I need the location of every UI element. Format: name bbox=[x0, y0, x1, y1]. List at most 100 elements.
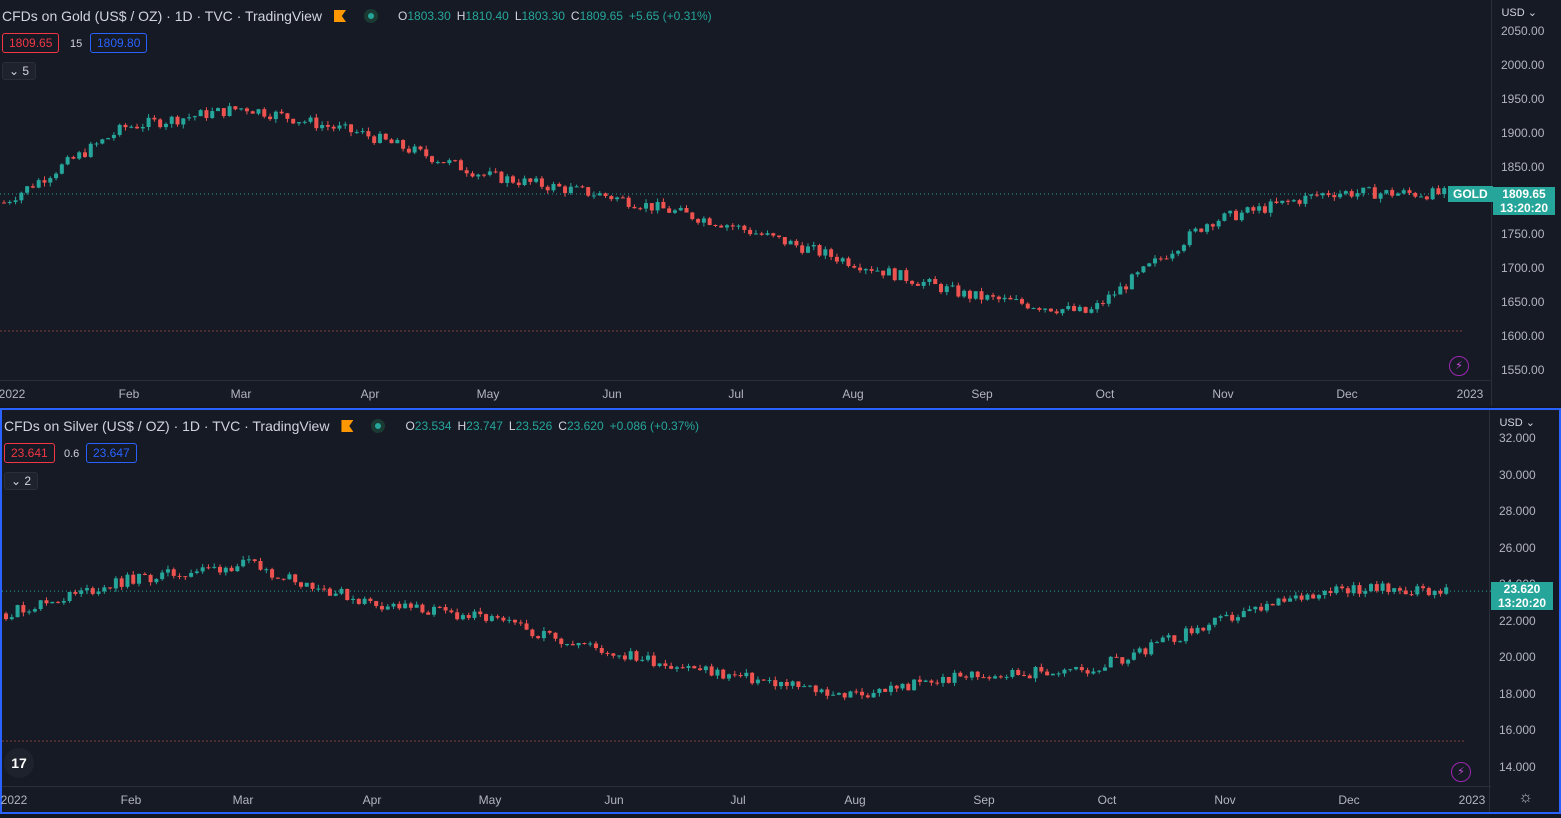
candle-body bbox=[765, 233, 770, 235]
time-label: Jul bbox=[728, 387, 744, 401]
candle-body bbox=[1043, 308, 1048, 310]
candle-body bbox=[71, 157, 76, 159]
candle-body bbox=[281, 578, 286, 580]
candle-body bbox=[482, 174, 487, 176]
candle-body bbox=[823, 249, 828, 256]
candle-body bbox=[929, 680, 934, 683]
candle-body bbox=[1413, 192, 1418, 197]
candle-body bbox=[333, 593, 338, 596]
candle-body bbox=[1409, 594, 1414, 596]
candle-body bbox=[1039, 667, 1044, 672]
candle-body bbox=[38, 600, 43, 610]
gold-chart-pane[interactable]: CFDs on Gold (US$ / OZ) · 1D · TVC · Tra… bbox=[0, 0, 1561, 406]
silver-time-axis[interactable]: 2022 Feb Mar Apr May Jun Jul Aug Sep Oct… bbox=[1, 786, 1491, 812]
candle-body bbox=[684, 207, 689, 213]
candle-body bbox=[44, 600, 49, 604]
price-tick-label: 1550.00 bbox=[1501, 363, 1545, 377]
candle-body bbox=[1386, 583, 1391, 592]
candle-body bbox=[322, 588, 327, 590]
candle-body bbox=[264, 569, 269, 571]
candle-body bbox=[194, 571, 199, 573]
gold-sell-button[interactable]: 1809.65 bbox=[2, 33, 60, 53]
silver-buy-button[interactable]: 23.647 bbox=[86, 443, 137, 463]
candle-body bbox=[79, 590, 84, 594]
candle-body bbox=[586, 187, 591, 196]
candle-body bbox=[557, 183, 562, 187]
candle-body bbox=[501, 617, 506, 621]
candle-body bbox=[1286, 200, 1291, 202]
silver-symbol-title[interactable]: CFDs on Silver (US$ / OZ) · 1D · TVC · T… bbox=[4, 418, 330, 434]
silver-candlestick-plot[interactable] bbox=[2, 410, 1491, 786]
candle-body bbox=[634, 651, 639, 661]
candle-body bbox=[975, 671, 980, 678]
gold-indicators-toggle[interactable]: ⌄ 5 bbox=[2, 62, 37, 80]
candle-body bbox=[545, 186, 550, 191]
candle-body bbox=[1233, 210, 1238, 221]
gold-time-axis[interactable]: 2022 Feb Mar Apr May Jun Jul Aug Sep Oct… bbox=[0, 380, 1491, 406]
gold-price-axis[interactable]: USD ⌄ 2050.00 2000.00 1950.00 1900.00 1850.0… bbox=[1491, 0, 1561, 406]
candle-body bbox=[489, 616, 494, 621]
gold-candlestick-plot[interactable] bbox=[0, 0, 1491, 380]
candle-body bbox=[1363, 591, 1368, 594]
candle-body bbox=[568, 186, 573, 194]
candle-body bbox=[1166, 635, 1171, 638]
currency-selector[interactable]: USD ⌄ bbox=[1499, 417, 1535, 429]
candle-body bbox=[979, 291, 984, 300]
candle-body bbox=[1124, 286, 1129, 290]
settings-gear-icon[interactable]: ☼ bbox=[1518, 789, 1533, 806]
candle-body bbox=[686, 666, 691, 668]
lightning-icon[interactable]: ⚡ bbox=[1449, 356, 1469, 376]
candle-body bbox=[779, 681, 784, 687]
gold-symbol-title[interactable]: CFDs on Gold (US$ / OZ) · 1D · TVC · Tra… bbox=[2, 8, 323, 24]
silver-indicators-toggle[interactable]: ⌄ 2 bbox=[4, 472, 39, 490]
candle-body bbox=[941, 676, 946, 683]
candle-body bbox=[487, 171, 492, 175]
candle-body bbox=[476, 174, 481, 177]
candle-body bbox=[2, 202, 6, 204]
candle-body bbox=[707, 218, 712, 226]
currency-selector[interactable]: USD ⌄ bbox=[1501, 7, 1537, 19]
lightning-icon[interactable]: ⚡ bbox=[1451, 762, 1471, 782]
candle-body bbox=[829, 249, 834, 257]
candle-body bbox=[1390, 190, 1395, 196]
candle-body bbox=[1320, 193, 1325, 196]
candle-body bbox=[1268, 201, 1273, 213]
tradingview-logo-icon[interactable]: 17 bbox=[4, 748, 34, 778]
flag-icon[interactable] bbox=[341, 420, 354, 432]
time-label: May bbox=[478, 793, 502, 807]
candle-body bbox=[609, 196, 614, 200]
candle-body bbox=[559, 638, 564, 645]
silver-chart-pane[interactable]: CFDs on Silver (US$ / OZ) · 1D · TVC · T… bbox=[0, 408, 1561, 814]
candle-body bbox=[279, 111, 284, 114]
silver-price-axis[interactable]: USD ⌄ 32.00030.00028.00026.00024.00022.0… bbox=[1489, 410, 1559, 812]
candle-body bbox=[368, 598, 373, 602]
candle-body bbox=[1170, 253, 1175, 259]
candle-body bbox=[374, 601, 379, 607]
candle-body bbox=[1419, 196, 1424, 198]
time-label: Apr bbox=[360, 387, 380, 401]
price-tick-label: 1700.00 bbox=[1501, 261, 1545, 276]
silver-sell-button[interactable]: 23.641 bbox=[4, 443, 55, 463]
candle-body bbox=[1176, 250, 1181, 254]
candle-body bbox=[993, 676, 998, 679]
candle-body bbox=[1205, 224, 1210, 232]
candle-body bbox=[632, 206, 637, 209]
candle-body bbox=[1108, 656, 1113, 668]
candle-body bbox=[453, 160, 458, 162]
candle-body bbox=[721, 669, 726, 679]
candle-body bbox=[210, 111, 215, 119]
candle-body bbox=[250, 111, 255, 114]
candle-body bbox=[1077, 306, 1082, 311]
gold-buy-button[interactable]: 1809.80 bbox=[90, 33, 148, 53]
candle-body bbox=[56, 601, 61, 603]
candle-body bbox=[917, 679, 922, 682]
candle-body bbox=[1309, 194, 1314, 196]
candle-body bbox=[270, 569, 275, 578]
candle-body bbox=[256, 109, 261, 114]
candle-body bbox=[736, 225, 741, 227]
flag-icon[interactable] bbox=[334, 10, 347, 22]
candle-body bbox=[713, 225, 718, 227]
candle-body bbox=[111, 134, 116, 139]
candle-body bbox=[1158, 258, 1163, 260]
candle-body bbox=[831, 694, 836, 696]
